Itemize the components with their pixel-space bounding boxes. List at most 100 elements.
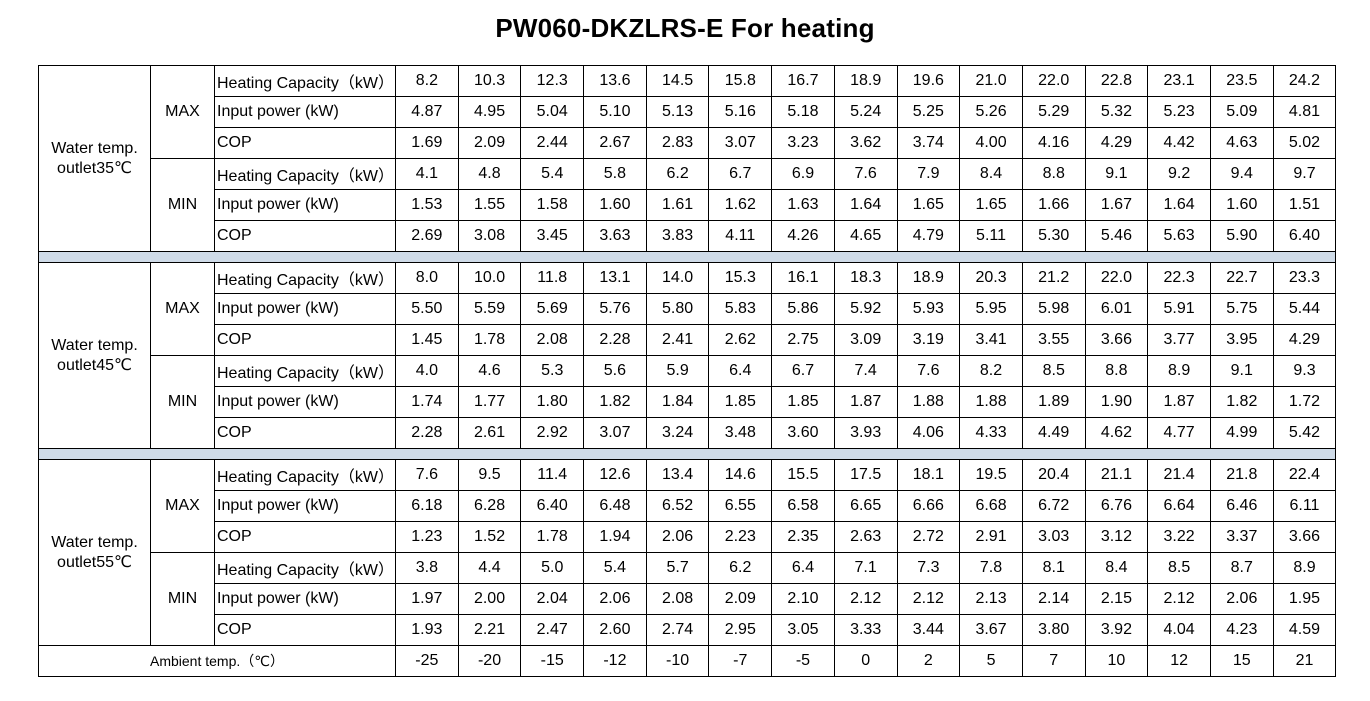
- value-cell: 11.8: [520, 262, 585, 294]
- value-cell: 4.95: [457, 96, 522, 128]
- value-cell: 5.4: [520, 158, 585, 190]
- value-cell: 8.7: [1209, 552, 1274, 584]
- value-cell: 5.32: [1084, 96, 1149, 128]
- value-cell: 14.5: [645, 65, 710, 97]
- value-cell: 17.5: [833, 459, 898, 491]
- table-row: Input power (kW) 4.87 4.95 5.04 5.10 5.13 5.16…: [39, 96, 1337, 128]
- value-cell: 6.40: [1272, 220, 1337, 252]
- value-cell: 4.0: [395, 355, 459, 387]
- ambient-temp-cell: 15: [1209, 645, 1274, 677]
- value-cell: 2.67: [583, 127, 647, 159]
- value-cell: 5.98: [1021, 293, 1086, 325]
- value-cell: 6.64: [1147, 490, 1211, 522]
- value-cell: 1.85: [708, 386, 773, 418]
- value-cell: 8.5: [1021, 355, 1086, 387]
- parameter-label: COP: [214, 417, 396, 449]
- value-cell: 6.55: [708, 490, 773, 522]
- value-cell: 1.78: [457, 324, 522, 356]
- value-cell: 2.21: [457, 614, 522, 646]
- value-cell: 2.14: [1021, 583, 1086, 615]
- parameter-label: COP: [214, 614, 396, 646]
- ambient-temp-cell: 21: [1272, 645, 1337, 677]
- value-cell: 2.83: [645, 127, 710, 159]
- value-cell: 1.74: [395, 386, 459, 418]
- value-cell: 1.94: [583, 521, 647, 553]
- value-cell: 6.65: [833, 490, 898, 522]
- value-cell: 3.83: [645, 220, 710, 252]
- value-cell: 3.55: [1021, 324, 1086, 356]
- value-cell: 1.64: [1147, 189, 1211, 221]
- value-cell: 5.04: [520, 96, 585, 128]
- value-cell: 2.95: [708, 614, 773, 646]
- ambient-temp-cell: 5: [959, 645, 1023, 677]
- value-cell: 14.0: [645, 262, 710, 294]
- value-cell: 9.7: [1272, 158, 1337, 190]
- value-cell: 8.9: [1272, 552, 1337, 584]
- value-cell: 9.1: [1084, 158, 1149, 190]
- value-cell: 8.4: [959, 158, 1023, 190]
- value-cell: 6.48: [583, 490, 647, 522]
- parameter-label: Heating Capacity（kW）: [214, 65, 396, 97]
- value-cell: 1.88: [959, 386, 1023, 418]
- value-cell: 4.4: [457, 552, 522, 584]
- value-cell: 4.81: [1272, 96, 1337, 128]
- table-row: Water temp. outlet35℃ MAX Heating Capacity（…: [38, 65, 1337, 252]
- value-cell: 24.2: [1272, 65, 1337, 97]
- value-cell: 3.09: [833, 324, 898, 356]
- table-row: Input power (kW) 6.18 6.28 6.40 6.48 6.52 6.55…: [39, 490, 1337, 522]
- value-cell: 6.52: [645, 490, 710, 522]
- value-cell: 2.23: [708, 521, 773, 553]
- value-cell: 2.15: [1084, 583, 1149, 615]
- value-cell: 3.8: [395, 552, 459, 584]
- value-cell: 5.69: [520, 293, 585, 325]
- value-cell: 1.85: [771, 386, 835, 418]
- value-cell: 2.91: [959, 521, 1023, 553]
- value-cell: 1.62: [708, 189, 773, 221]
- value-cell: 1.58: [520, 189, 585, 221]
- value-cell: 22.8: [1084, 65, 1149, 97]
- value-cell: 12.6: [583, 459, 647, 491]
- value-cell: 12.3: [520, 65, 585, 97]
- value-cell: 6.11: [1272, 490, 1337, 522]
- value-cell: 4.99: [1209, 417, 1274, 449]
- ambient-row: Ambient temp.（℃） -25 -20 -15 -12 -10 -7 -5 0 2 5 7 1…: [38, 645, 1337, 677]
- value-cell: 1.90: [1084, 386, 1149, 418]
- water-temp-group-label: Water temp. outlet45℃: [38, 262, 151, 449]
- table-row: COP 1.93 2.21 2.47 2.60 2.74 2.95 3.05 3.33 3.44 3…: [39, 614, 1337, 646]
- value-cell: 5.59: [457, 293, 522, 325]
- ambient-temp-cell: -10: [645, 645, 710, 677]
- value-cell: 18.3: [833, 262, 898, 294]
- value-cell: 9.4: [1209, 158, 1274, 190]
- value-cell: 1.64: [833, 189, 898, 221]
- value-cell: 4.23: [1209, 614, 1274, 646]
- value-cell: 6.68: [959, 490, 1023, 522]
- value-cell: 21.0: [959, 65, 1023, 97]
- value-cell: 5.18: [771, 96, 835, 128]
- value-cell: 5.92: [833, 293, 898, 325]
- value-cell: 5.7: [645, 552, 710, 584]
- parameter-label: Input power (kW): [214, 293, 396, 325]
- value-cell: 1.69: [395, 127, 459, 159]
- value-cell: 3.60: [771, 417, 835, 449]
- value-cell: 2.13: [959, 583, 1023, 615]
- value-cell: 1.60: [583, 189, 647, 221]
- value-cell: 2.28: [583, 324, 647, 356]
- value-cell: 5.95: [959, 293, 1023, 325]
- parameter-label: Heating Capacity（kW）: [214, 355, 396, 387]
- value-cell: 4.1: [395, 158, 459, 190]
- value-cell: 23.1: [1147, 65, 1211, 97]
- mode-label: MIN: [150, 552, 215, 646]
- group-label-line2: outlet35℃: [57, 159, 132, 177]
- value-cell: 6.4: [708, 355, 773, 387]
- table-row: MIN Heating Capacity（kW） 3.8 4.4 5.0 5.4 5.7 6.…: [39, 552, 1337, 646]
- value-cell: 9.3: [1272, 355, 1337, 387]
- value-cell: 1.82: [1209, 386, 1274, 418]
- value-cell: 4.16: [1021, 127, 1086, 159]
- value-cell: 6.9: [771, 158, 835, 190]
- value-cell: 3.22: [1147, 521, 1211, 553]
- value-cell: 21.1: [1084, 459, 1149, 491]
- value-cell: 5.24: [833, 96, 898, 128]
- value-cell: 5.76: [583, 293, 647, 325]
- value-cell: 3.67: [959, 614, 1023, 646]
- value-cell: 3.41: [959, 324, 1023, 356]
